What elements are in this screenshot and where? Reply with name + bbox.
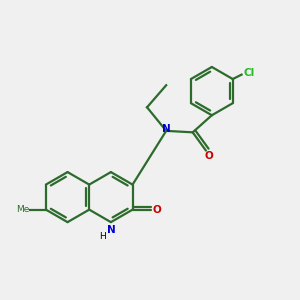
- Text: O: O: [153, 205, 162, 214]
- Text: H: H: [99, 232, 106, 242]
- Text: N: N: [162, 124, 171, 134]
- Text: O: O: [205, 151, 213, 161]
- Text: Me: Me: [16, 205, 29, 214]
- Text: Cl: Cl: [243, 68, 255, 78]
- Text: N: N: [106, 225, 115, 235]
